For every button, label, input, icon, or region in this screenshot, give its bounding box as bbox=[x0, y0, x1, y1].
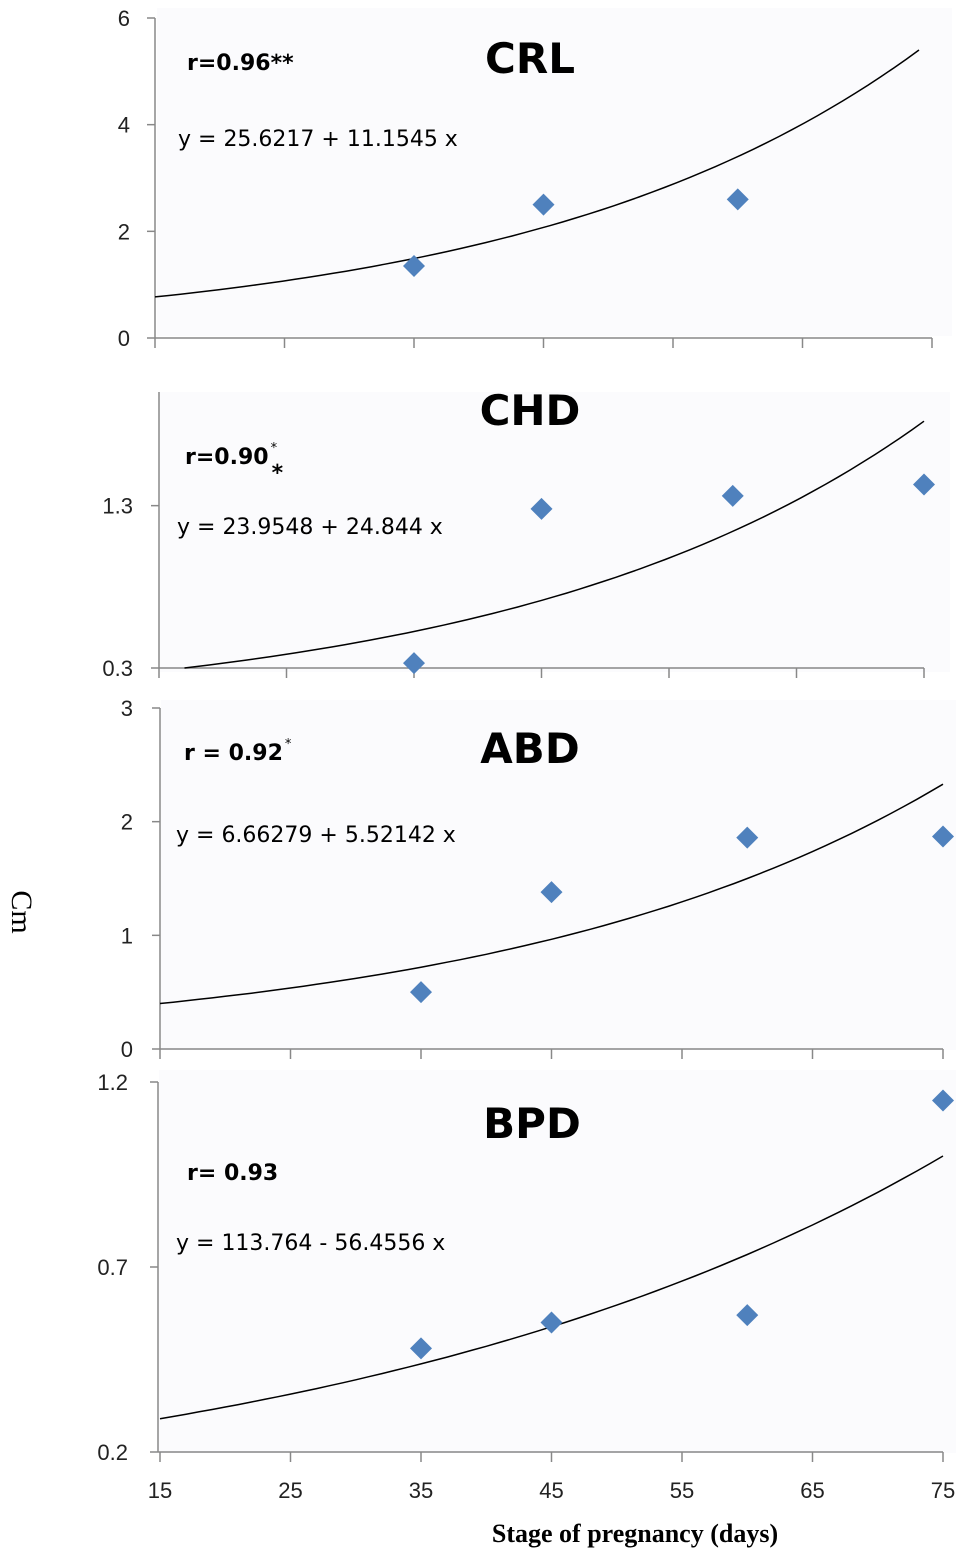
y-tick-label: 0 bbox=[121, 1037, 133, 1062]
x-tick-label: 25 bbox=[278, 1478, 302, 1503]
panel-abd: 0 1 2 3 ABD r = 0.92 * y = 6.66279 + 5.52142 x bbox=[121, 696, 956, 1062]
data-point bbox=[932, 825, 954, 848]
r-value: r= 0.93 bbox=[187, 1161, 278, 1186]
r-value-sup: * bbox=[271, 441, 278, 456]
y-axis-label: Cm bbox=[5, 890, 38, 933]
data-point bbox=[726, 188, 749, 211]
y-tick-label: 2 bbox=[121, 810, 133, 835]
data-point bbox=[721, 484, 744, 507]
x-tick-label: 55 bbox=[670, 1478, 694, 1503]
panel-crl: 0 2 4 6 CRL r=0.96** y = 25.6217 + 11.1545 x bbox=[118, 6, 952, 351]
data-point bbox=[913, 473, 935, 496]
trend-curve bbox=[184, 420, 925, 669]
regression-equation: y = 6.66279 + 5.52142 x bbox=[176, 823, 456, 848]
x-tick-label: 45 bbox=[539, 1478, 563, 1503]
y-tick-label: 4 bbox=[118, 113, 130, 138]
y-tick-label: 0 bbox=[118, 326, 130, 351]
y-tick-label: 0.7 bbox=[97, 1255, 128, 1280]
y-tick-label: 0.3 bbox=[102, 656, 133, 681]
panel-title: BPD bbox=[483, 1099, 581, 1148]
data-point bbox=[410, 981, 432, 1004]
regression-equation: y = 23.9548 + 24.844 x bbox=[177, 515, 443, 540]
trend-curve bbox=[154, 49, 920, 298]
x-axis-label: Stage of pregnancy (days) bbox=[492, 1519, 778, 1548]
regression-equation: y = 25.6217 + 11.1545 x bbox=[178, 127, 458, 152]
y-tick-label: 0.2 bbox=[97, 1440, 128, 1465]
data-point bbox=[736, 826, 759, 849]
data-point bbox=[532, 193, 555, 216]
r-value: r = 0.92 bbox=[184, 741, 283, 766]
panel-chd: 1.3 0.3 CHD r=0.90 * * y = 23.9548 + 24.844 x bbox=[102, 386, 950, 681]
x-tick-label: 75 bbox=[931, 1478, 955, 1503]
plot-area bbox=[159, 1070, 956, 1453]
plot-area bbox=[157, 8, 952, 336]
trend-curve bbox=[159, 783, 944, 1005]
y-tick-label: 6 bbox=[118, 6, 130, 31]
data-point bbox=[540, 881, 563, 904]
data-point bbox=[736, 1304, 759, 1327]
regression-equation: y = 113.764 - 56.4556 x bbox=[176, 1231, 445, 1256]
data-point bbox=[932, 1089, 954, 1112]
data-point bbox=[540, 1311, 563, 1334]
panel-title: CRL bbox=[485, 34, 575, 83]
data-point bbox=[403, 255, 425, 277]
data-point bbox=[403, 652, 425, 675]
r-value: r=0.96** bbox=[187, 51, 294, 76]
data-point bbox=[410, 1337, 432, 1360]
panel-title: ABD bbox=[480, 724, 579, 773]
y-tick-label: 1.2 bbox=[97, 1070, 128, 1095]
y-tick-label: 1 bbox=[121, 923, 133, 948]
r-value-sub: * bbox=[272, 461, 284, 486]
y-tick-label: 1.3 bbox=[102, 494, 133, 519]
panel-title: CHD bbox=[480, 386, 581, 435]
panel-bpd: 0.2 0.7 1.2 BPD r= 0.93 y = 113.764 - 56.4556… bbox=[97, 1070, 956, 1465]
x-tick-label: 65 bbox=[800, 1478, 824, 1503]
plot-area bbox=[160, 392, 950, 672]
r-value: r=0.90 bbox=[185, 445, 269, 470]
data-point bbox=[530, 497, 553, 520]
y-tick-label: 2 bbox=[118, 219, 130, 244]
plot-area bbox=[161, 700, 956, 1050]
x-tick-label: 35 bbox=[409, 1478, 433, 1503]
x-tick-label: 15 bbox=[148, 1478, 172, 1503]
r-value-sup: * bbox=[285, 737, 292, 752]
y-tick-label: 3 bbox=[121, 696, 133, 721]
